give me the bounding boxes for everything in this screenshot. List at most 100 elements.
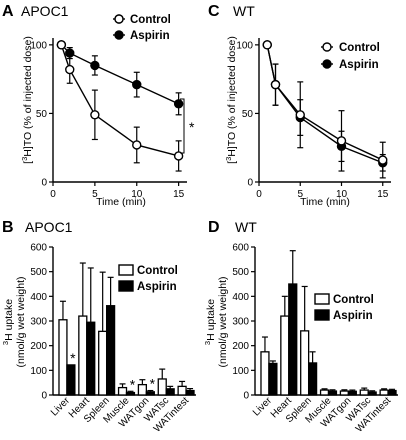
bar-control-liver — [260, 351, 270, 396]
bar-control-watintest — [177, 385, 187, 396]
y-tick-label: 100 — [30, 40, 47, 51]
legend-swatch-aspirin — [314, 309, 330, 321]
x-tick-label: 10 — [336, 189, 348, 200]
panel-a-title: APOC1 — [21, 3, 69, 19]
bar-aspirin-muscle — [125, 391, 136, 396]
legend-marker-aspirin — [322, 59, 332, 69]
bar-aspirin-watgon — [145, 391, 155, 396]
panel-c-y-axis-label: [3H]TO (% of injected dose) — [224, 36, 238, 164]
legend-label-control: Control — [339, 42, 380, 54]
x-tick-label: 5 — [297, 189, 303, 200]
significance-star: * — [70, 350, 76, 366]
bar-control-heart — [280, 315, 290, 396]
bar-aspirin-heart — [86, 321, 96, 396]
data-point-control — [65, 64, 75, 75]
data-point-control — [56, 40, 67, 50]
bar-control-heart — [78, 315, 88, 396]
panel-a-legend: Control Aspirin — [113, 14, 171, 42]
y-tick-label: 0 — [41, 178, 47, 189]
bar-control-watgon — [339, 390, 350, 396]
panel-d-y-axis-label-line2: (nmol/g wet weight) — [217, 276, 229, 367]
y-tick-label: 300 — [232, 317, 249, 328]
bar-control-watsc — [359, 389, 369, 396]
panel-c-title: WT — [233, 3, 255, 19]
legend-marker-control — [322, 42, 332, 52]
x-tick-label: 15 — [173, 189, 185, 200]
x-tick-label: 10 — [131, 189, 143, 200]
y-tick-label: 100 — [30, 366, 47, 377]
legend-swatch-aspirin — [118, 280, 134, 292]
panel-letter-a: A — [2, 3, 14, 20]
bar-control-liver — [58, 319, 68, 396]
bar-control-watsc — [157, 378, 167, 396]
panel-a-significance-bracket — [180, 98, 185, 154]
bar-aspirin-muscle — [327, 390, 338, 396]
legend-label-aspirin: Aspirin — [339, 59, 379, 71]
y-tick-label: 300 — [30, 317, 47, 328]
bar-aspirin-spleen — [307, 362, 318, 396]
series-line-aspirin — [60, 44, 179, 105]
y-tick-label: 200 — [30, 341, 47, 352]
bar-aspirin-liver — [66, 364, 76, 396]
data-point-aspirin — [132, 79, 142, 90]
y-tick-label: 600 — [232, 243, 249, 254]
x-tick-label: 5 — [92, 189, 98, 200]
y-tick-label: 100 — [236, 40, 253, 51]
panel-a: A APOC1 [3H]TO (% of injected dose) Time… — [2, 3, 195, 208]
y-tick-label: 50 — [242, 109, 254, 120]
y-tick-label: 0 — [247, 178, 253, 189]
y-tick-label: 0 — [41, 391, 47, 402]
panel-d: D WT 3H uptake (nmol/g wet weight) 0 100 2… — [203, 219, 398, 435]
data-point-control — [132, 140, 142, 150]
panel-b-title: APOC1 — [25, 219, 73, 235]
y-tick-label: 500 — [30, 267, 47, 278]
panel-d-plot: 0100200300400500600LiverHeartSpleenMuscl… — [232, 243, 398, 435]
data-point-control — [262, 40, 272, 50]
bar-control-watgon — [137, 383, 148, 396]
legend-label-control: Control — [137, 265, 178, 277]
significance-star: * — [130, 376, 136, 392]
y-tick-label: 400 — [232, 292, 249, 303]
x-tick-label: 0 — [50, 189, 56, 200]
panel-a-x-axis-label: Time (min) — [96, 196, 146, 208]
panel-a-plot: 0 50 100 0 5 10 15 — [30, 38, 187, 200]
panel-d-y-axis-label-line1: 3H uptake — [203, 299, 217, 345]
bar-aspirin-heart — [288, 283, 298, 396]
bar-aspirin-watintest — [387, 389, 397, 396]
data-point-control — [173, 151, 184, 161]
panel-letter-b: B — [2, 219, 14, 236]
panel-d-legend: Control Aspirin — [314, 293, 374, 322]
y-tick-label: 200 — [232, 341, 249, 352]
legend-marker-aspirin — [114, 30, 124, 40]
x-tick-label: 0 — [256, 189, 262, 200]
bar-aspirin-spleen — [105, 305, 116, 396]
bar-control-muscle — [117, 386, 128, 396]
bar-control-spleen — [98, 330, 108, 396]
data-point-aspirin — [173, 99, 184, 109]
legend-marker-control-top — [114, 14, 124, 24]
panel-a-significance-star: * — [189, 119, 195, 135]
panel-c-legend: Control Aspirin — [321, 42, 380, 71]
data-point-control — [336, 136, 347, 146]
panel-letter-d: D — [208, 219, 220, 236]
data-point-control — [270, 79, 281, 90]
panel-letter-c: C — [208, 3, 220, 20]
legend-label-aspirin: Aspirin — [130, 30, 170, 42]
panel-b-legend: Control Aspirin — [118, 264, 178, 293]
bar-control-muscle — [319, 389, 330, 396]
panel-c-x-axis-label: Time (min) — [300, 196, 350, 208]
legend-swatch-control — [118, 264, 134, 276]
legend-label-aspirin: Aspirin — [333, 310, 373, 322]
y-tick-label: 600 — [30, 243, 47, 254]
panel-c-plot: 0 50 100 0 5 10 15 — [236, 38, 391, 200]
bar-control-watintest — [379, 389, 389, 396]
bar-control-spleen — [300, 330, 310, 396]
bar-aspirin-watintest — [185, 389, 195, 396]
legend-label-control: Control — [130, 14, 171, 26]
panel-b: B APOC1 3H uptake (nmol/g wet weight) 0 1… — [1, 219, 196, 435]
significance-star: * — [150, 376, 156, 392]
y-tick-label: 0 — [243, 391, 249, 402]
panel-c: C WT [3H]TO (% of injected dose) Time (m… — [208, 3, 391, 208]
legend-label-control: Control — [333, 294, 374, 306]
